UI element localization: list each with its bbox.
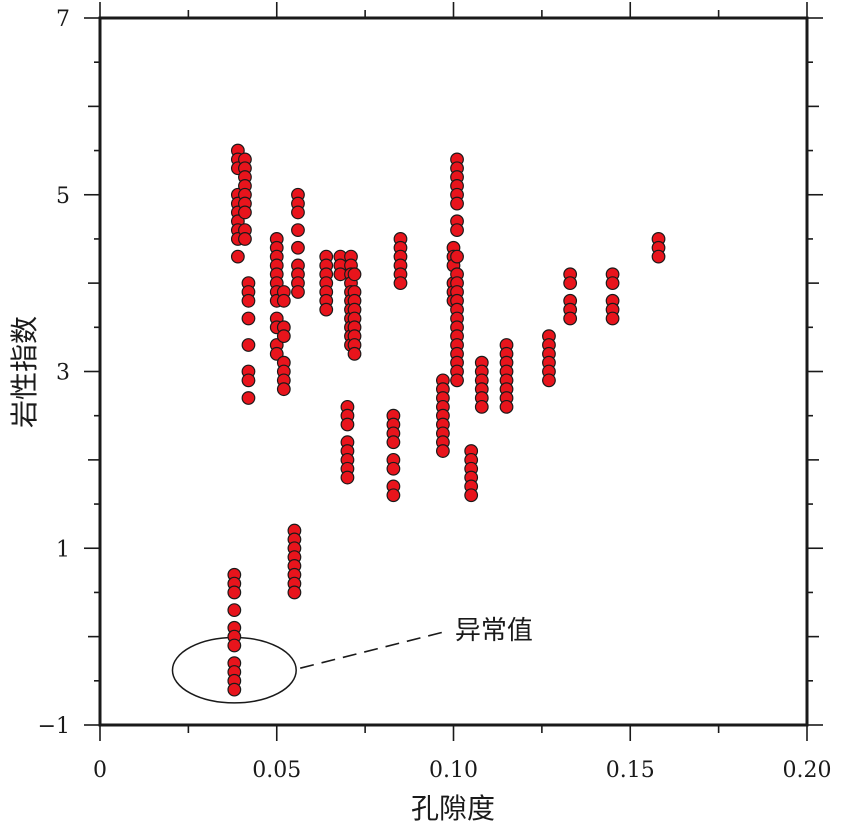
data-point bbox=[450, 373, 464, 388]
y-axis-title: 岩性指数 bbox=[8, 316, 41, 428]
y-tick-label: 7 bbox=[56, 7, 70, 32]
data-point bbox=[291, 223, 305, 238]
x-axis-title: 孔隙度 bbox=[411, 792, 495, 825]
outlier-annotation: 异常值 bbox=[171, 616, 533, 704]
data-point bbox=[319, 302, 334, 317]
data-point bbox=[347, 346, 362, 361]
data-point bbox=[227, 638, 242, 653]
data-point bbox=[227, 585, 242, 600]
data-point bbox=[651, 249, 666, 264]
data-point bbox=[241, 311, 256, 326]
y-tick-label: −1 bbox=[38, 714, 70, 739]
data-point bbox=[386, 435, 401, 450]
data-point bbox=[276, 382, 291, 397]
data-point bbox=[287, 585, 302, 600]
data-point bbox=[605, 276, 620, 291]
x-tick-label: 0.20 bbox=[783, 758, 832, 783]
data-point bbox=[450, 196, 464, 211]
data-point bbox=[227, 603, 242, 618]
data-point bbox=[227, 682, 242, 697]
data-point bbox=[276, 329, 291, 344]
outlier-label: 异常值 bbox=[455, 616, 533, 646]
data-point bbox=[238, 232, 252, 246]
data-point bbox=[230, 249, 245, 264]
data-point bbox=[393, 276, 408, 291]
data-point bbox=[291, 240, 305, 255]
y-tick-label: 5 bbox=[56, 184, 70, 209]
data-point bbox=[241, 338, 256, 352]
data-point bbox=[347, 267, 362, 282]
data-point bbox=[386, 488, 401, 503]
data-point bbox=[542, 373, 556, 388]
data-point bbox=[238, 205, 252, 220]
data-point bbox=[450, 223, 464, 238]
data-point bbox=[450, 249, 464, 264]
y-tick-label: 3 bbox=[56, 361, 70, 386]
data-point bbox=[241, 391, 256, 405]
axis-ticks bbox=[84, 2, 823, 741]
data-point bbox=[435, 444, 450, 458]
data-point bbox=[340, 470, 355, 485]
data-point bbox=[563, 311, 578, 326]
data-point bbox=[563, 276, 578, 291]
data-point bbox=[241, 373, 256, 388]
x-tick-label: 0 bbox=[93, 758, 107, 783]
data-point bbox=[291, 285, 305, 299]
data-point bbox=[499, 399, 514, 414]
data-point bbox=[474, 399, 489, 414]
data-point bbox=[464, 488, 479, 503]
x-tick-label: 0.10 bbox=[429, 758, 478, 783]
data-point bbox=[276, 293, 291, 308]
data-point bbox=[386, 461, 401, 476]
data-point bbox=[269, 346, 284, 361]
data-points bbox=[227, 143, 666, 697]
x-tick-label: 0.05 bbox=[252, 758, 301, 783]
data-point bbox=[605, 311, 620, 326]
x-tick-label: 0.15 bbox=[606, 758, 655, 783]
data-point bbox=[340, 417, 355, 432]
tick-labels: 0 0.05 0.10 0.15 0.20 −1 1 3 5 7 bbox=[38, 7, 832, 783]
data-point bbox=[291, 205, 305, 220]
outlier-leader-line bbox=[299, 631, 444, 669]
y-tick-label: 1 bbox=[56, 537, 70, 562]
data-point bbox=[241, 293, 256, 308]
